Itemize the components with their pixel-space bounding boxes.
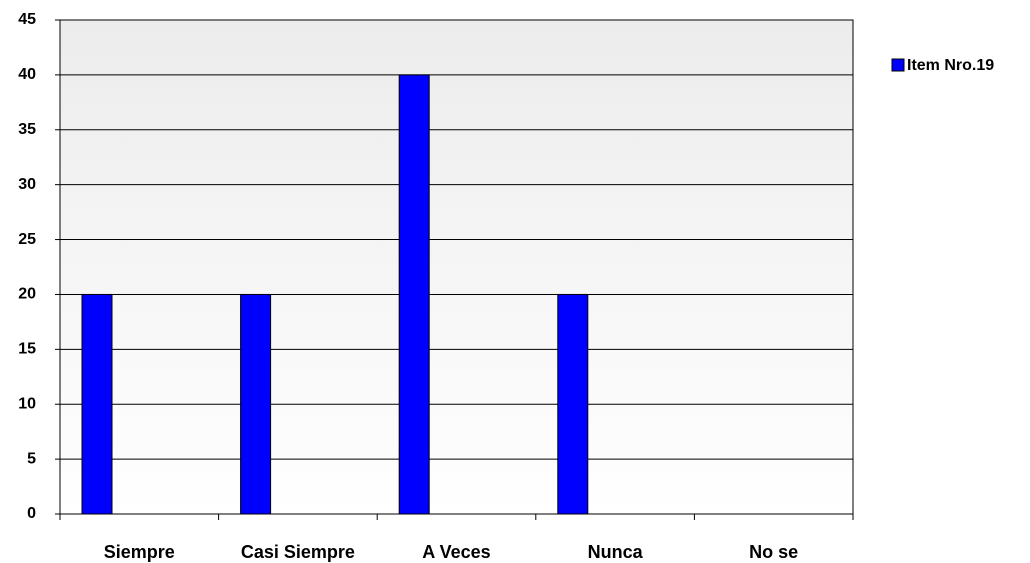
plot-area (59, 19, 854, 515)
y-tick-label: 15 (18, 341, 36, 358)
bar (81, 293, 113, 515)
y-tick-label: 45 (18, 11, 36, 28)
y-tick-label: 10 (18, 395, 36, 412)
y-tick-label: 40 (18, 66, 36, 83)
x-tick-label: A Veces (422, 542, 490, 562)
legend-label: Item Nro.19 (907, 57, 994, 74)
x-tick-label: Nunca (588, 542, 644, 562)
bar (240, 293, 272, 515)
x-tick-label: No se (749, 542, 798, 562)
y-tick-label: 25 (18, 231, 36, 248)
y-tick-label: 0 (27, 505, 36, 522)
bar (398, 74, 430, 515)
legend-swatch (891, 58, 905, 72)
y-tick-label: 35 (18, 121, 36, 138)
y-tick-label: 5 (27, 450, 36, 467)
bar (557, 293, 589, 515)
x-tick-label: Casi Siempre (241, 542, 355, 562)
y-tick-label: 30 (18, 176, 36, 193)
x-tick-label: Siempre (104, 542, 175, 562)
y-tick-label: 20 (18, 286, 36, 303)
